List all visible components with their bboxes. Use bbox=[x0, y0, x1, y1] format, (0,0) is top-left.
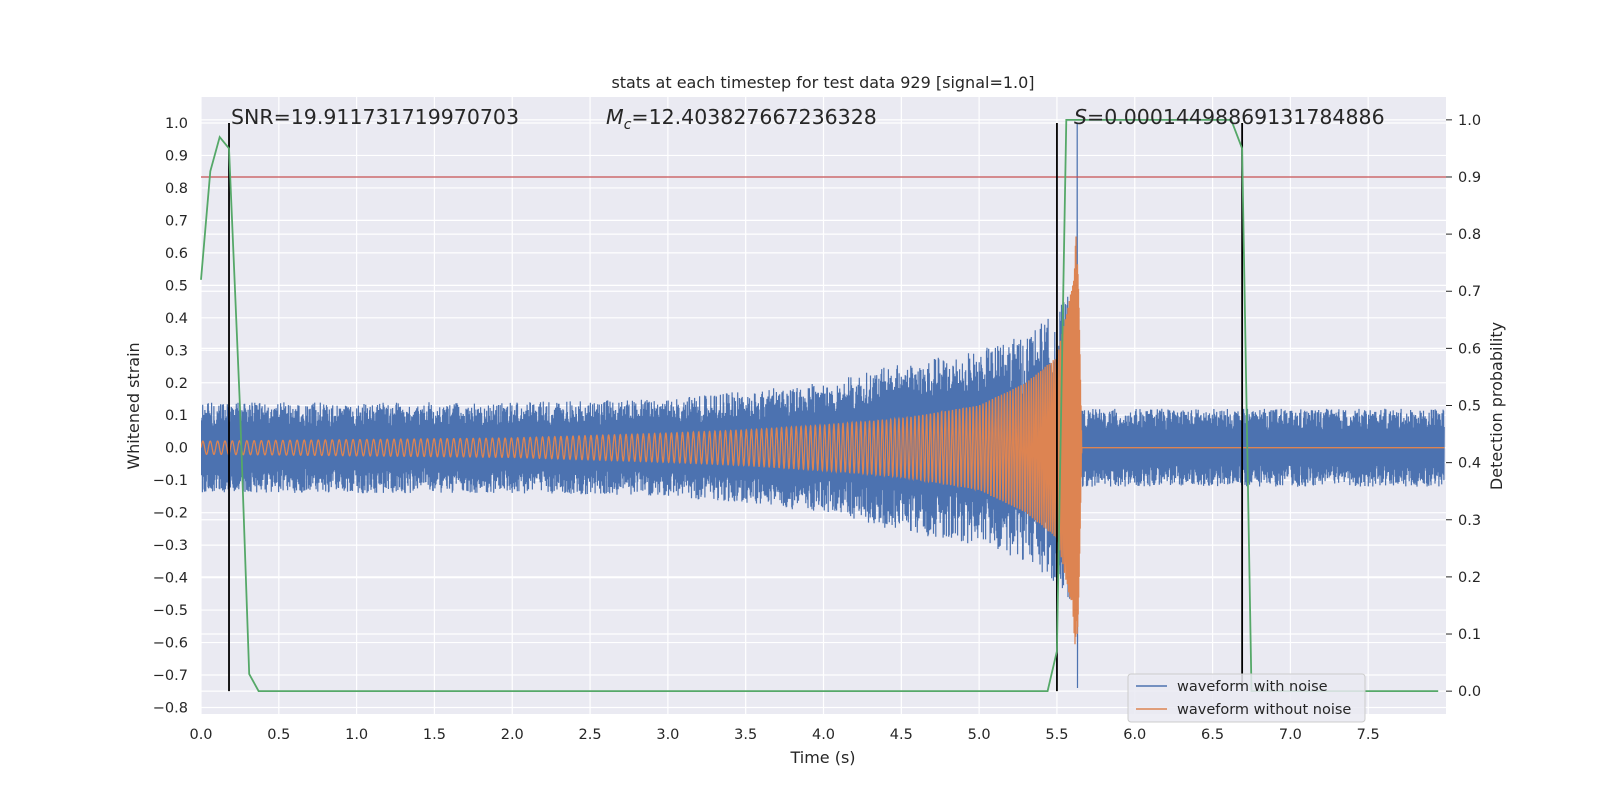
x-tick-label-15: 7.5 bbox=[1357, 727, 1380, 743]
s-symbol: S bbox=[1074, 105, 1087, 129]
y-axis-ticks: −0.8 −0.7 −0.6 −0.5 −0.4 −0.3 −0.2 −0.1 0.0 0.1 0.… bbox=[153, 116, 188, 717]
vertical-markers bbox=[228, 122, 1244, 692]
x-tick-label-3: 1.5 bbox=[423, 727, 446, 743]
snr-annotation: SNR=19.911731719970703 bbox=[231, 105, 519, 129]
y2-tick-label-5: 0.5 bbox=[1458, 399, 1481, 415]
y-tick-label-13: 0.5 bbox=[165, 278, 188, 294]
s-value: =0.00014498869131784886 bbox=[1087, 105, 1385, 129]
x-tick-label-14: 7.0 bbox=[1279, 727, 1302, 743]
y-tick-label-3: −0.5 bbox=[153, 603, 188, 619]
y2-tick-label-1: 0.1 bbox=[1458, 627, 1481, 643]
y-tick-label-11: 0.3 bbox=[165, 343, 188, 359]
x-tick-label-11: 5.5 bbox=[1045, 727, 1068, 743]
series-detection-probability bbox=[200, 119, 1439, 692]
y-tick-label-8: 0.0 bbox=[165, 441, 188, 457]
y-tick-label-5: −0.3 bbox=[153, 538, 188, 554]
y-tick-label-12: 0.4 bbox=[165, 311, 188, 327]
chirp-mass-annotation: Mc=12.403827667236328 bbox=[606, 105, 877, 133]
y-tick-label-18: 1.0 bbox=[165, 116, 188, 132]
x-axis-ticks: 0.0 0.5 1.0 1.5 2.0 2.5 3.0 3.5 4.0 4.5 5.0 5.5 6.0 6… bbox=[189, 727, 1379, 743]
legend-box bbox=[1127, 673, 1366, 723]
x-tick-label-1: 0.5 bbox=[267, 727, 290, 743]
y2-tick-label-0: 0.0 bbox=[1458, 684, 1481, 700]
series-waveform-without-noise bbox=[201, 236, 1445, 645]
y2-axis-label: Detection probability bbox=[1487, 322, 1506, 490]
x-tick-label-6: 3.0 bbox=[656, 727, 679, 743]
legend-label-clean: waveform without noise bbox=[1177, 702, 1351, 718]
y2-axis-ticks: 0.0 0.1 0.2 0.3 0.4 0.5 0.6 0.7 0.8 0.9 1.0 bbox=[1446, 113, 1481, 700]
y2-tick-label-7: 0.7 bbox=[1458, 284, 1481, 300]
x-tick-label-12: 6.0 bbox=[1123, 727, 1146, 743]
y2-tick-label-8: 0.8 bbox=[1458, 227, 1481, 243]
legend: waveform with noise waveform without noi… bbox=[1127, 673, 1366, 723]
legend-label-noisy: waveform with noise bbox=[1177, 679, 1328, 695]
y-axis-label: Whitened strain bbox=[124, 342, 143, 469]
x-axis-label: Time (s) bbox=[789, 748, 855, 767]
y-tick-label-16: 0.8 bbox=[165, 181, 188, 197]
y-tick-label-0: −0.8 bbox=[153, 701, 188, 717]
x-tick-label-13: 6.5 bbox=[1201, 727, 1224, 743]
y-tick-label-2: −0.6 bbox=[153, 636, 188, 652]
y2-tick-label-6: 0.6 bbox=[1458, 341, 1481, 357]
x-tick-label-4: 2.0 bbox=[501, 727, 524, 743]
line-detection-probability bbox=[200, 119, 1439, 692]
s-annotation: S=0.00014498869131784886 bbox=[1074, 105, 1385, 129]
x-tick-label-7: 3.5 bbox=[734, 727, 757, 743]
y-tick-label-10: 0.2 bbox=[165, 376, 188, 392]
series-waveform-with-noise bbox=[201, 122, 1445, 689]
x-tick-label-9: 4.5 bbox=[890, 727, 913, 743]
y2-tick-label-4: 0.4 bbox=[1458, 456, 1481, 472]
x-tick-label-5: 2.5 bbox=[579, 727, 602, 743]
y-tick-label-6: −0.2 bbox=[153, 506, 188, 522]
y2-tick-label-9: 0.9 bbox=[1458, 170, 1481, 186]
y-tick-label-4: −0.4 bbox=[153, 571, 188, 587]
x-tick-label-2: 1.0 bbox=[345, 727, 368, 743]
line-waveform-with-noise bbox=[201, 122, 1445, 689]
y-tick-label-15: 0.7 bbox=[165, 213, 188, 229]
x-tick-label-8: 4.0 bbox=[812, 727, 835, 743]
y-tick-label-7: −0.1 bbox=[153, 473, 188, 489]
x-tick-label-0: 0.0 bbox=[189, 727, 212, 743]
line-waveform-without-noise bbox=[201, 236, 1445, 645]
chirp-mass-value: =12.403827667236328 bbox=[631, 105, 876, 129]
x-tick-label-10: 5.0 bbox=[968, 727, 991, 743]
y2-tick-label-10: 1.0 bbox=[1458, 113, 1481, 129]
y-tick-label-9: 0.1 bbox=[165, 408, 188, 424]
y-tick-label-14: 0.6 bbox=[165, 246, 188, 262]
y-tick-label-1: −0.7 bbox=[153, 668, 188, 684]
y2-tick-label-3: 0.3 bbox=[1458, 513, 1481, 529]
chirp-mass-symbol: M bbox=[606, 105, 624, 129]
chirp-mass-subscript: c bbox=[624, 117, 632, 133]
y-tick-label-17: 0.9 bbox=[165, 148, 188, 164]
y2-tick-label-2: 0.2 bbox=[1458, 570, 1481, 586]
chart-title: stats at each timestep for test data 929… bbox=[611, 73, 1034, 92]
